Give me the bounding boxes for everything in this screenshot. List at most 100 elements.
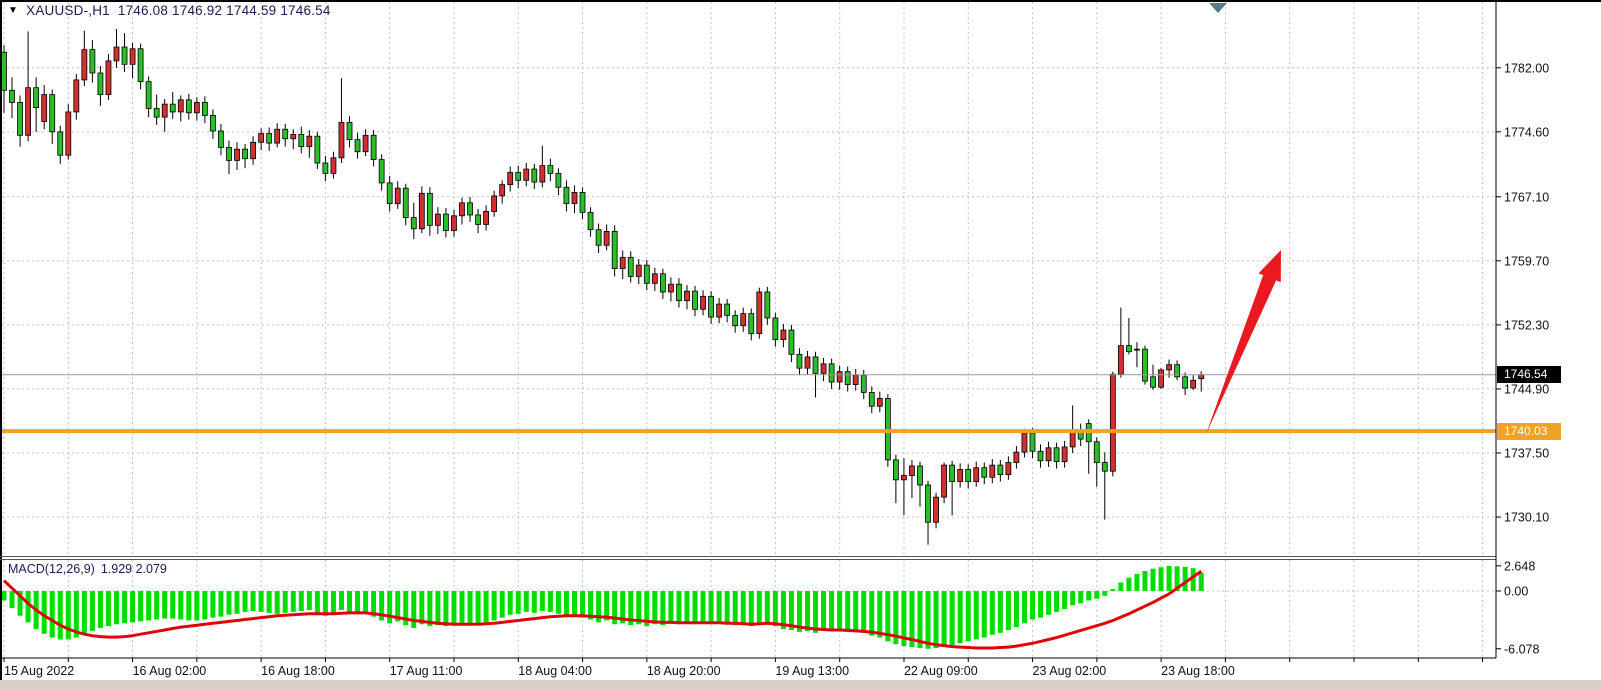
- candle[interactable]: [218, 130, 224, 148]
- candle[interactable]: [322, 162, 329, 174]
- candle[interactable]: [137, 48, 144, 83]
- candle[interactable]: [1150, 376, 1156, 388]
- candle[interactable]: [981, 467, 988, 478]
- candle[interactable]: [475, 214, 481, 225]
- candle[interactable]: [1, 51, 7, 91]
- candle[interactable]: [571, 192, 578, 205]
- candle[interactable]: [1190, 379, 1197, 389]
- candle[interactable]: [57, 131, 64, 156]
- candle[interactable]: [1005, 462, 1012, 476]
- candle[interactable]: [386, 182, 393, 205]
- candle[interactable]: [1109, 373, 1116, 472]
- candle[interactable]: [426, 192, 433, 226]
- candle[interactable]: [298, 134, 305, 147]
- candle[interactable]: [909, 465, 915, 476]
- candle[interactable]: [1037, 450, 1044, 462]
- candle[interactable]: [619, 256, 626, 270]
- candle[interactable]: [81, 49, 88, 81]
- candle[interactable]: [595, 229, 602, 246]
- candle[interactable]: [1045, 447, 1052, 462]
- candle[interactable]: [820, 363, 827, 374]
- candle[interactable]: [684, 290, 690, 302]
- candle[interactable]: [547, 165, 554, 174]
- candle[interactable]: [523, 168, 530, 181]
- symbol-dropdown-icon[interactable]: ▼: [8, 4, 19, 16]
- candle[interactable]: [177, 99, 184, 113]
- candle[interactable]: [700, 295, 706, 310]
- candle[interactable]: [756, 291, 763, 334]
- candle[interactable]: [145, 81, 152, 109]
- candle[interactable]: [434, 213, 441, 226]
- candle[interactable]: [338, 121, 345, 159]
- candle[interactable]: [306, 135, 313, 147]
- candle[interactable]: [1069, 431, 1076, 448]
- candle[interactable]: [226, 147, 232, 161]
- candle[interactable]: [780, 329, 787, 340]
- candle[interactable]: [836, 371, 843, 383]
- candle[interactable]: [1101, 462, 1108, 472]
- candle[interactable]: [266, 133, 273, 144]
- candle[interactable]: [804, 356, 811, 369]
- candle[interactable]: [579, 192, 586, 213]
- candle[interactable]: [1053, 447, 1060, 463]
- candle[interactable]: [668, 283, 674, 293]
- candle[interactable]: [627, 256, 634, 277]
- candle[interactable]: [941, 464, 947, 498]
- candle[interactable]: [603, 230, 610, 246]
- candle[interactable]: [651, 273, 658, 284]
- candle[interactable]: [234, 148, 240, 161]
- candle[interactable]: [459, 202, 465, 217]
- candle[interactable]: [1029, 432, 1036, 452]
- candle[interactable]: [812, 356, 819, 374]
- candle[interactable]: [892, 459, 899, 481]
- candle[interactable]: [394, 187, 401, 205]
- candle[interactable]: [242, 148, 248, 160]
- candle[interactable]: [539, 165, 546, 183]
- candle[interactable]: [901, 475, 907, 481]
- candle[interactable]: [635, 264, 642, 277]
- candle[interactable]: [362, 134, 369, 153]
- candle[interactable]: [716, 303, 723, 318]
- candle[interactable]: [1198, 374, 1205, 380]
- candle[interactable]: [258, 133, 265, 143]
- candle[interactable]: [491, 195, 498, 212]
- candle[interactable]: [1013, 451, 1020, 463]
- candle[interactable]: [105, 60, 112, 96]
- candle[interactable]: [643, 264, 650, 284]
- candle[interactable]: [73, 79, 80, 113]
- candle[interactable]: [764, 291, 771, 319]
- candle[interactable]: [193, 102, 200, 114]
- candle[interactable]: [499, 184, 506, 197]
- candle[interactable]: [378, 159, 385, 184]
- candle[interactable]: [418, 192, 425, 230]
- candle[interactable]: [1142, 348, 1148, 382]
- candle[interactable]: [161, 103, 168, 118]
- candle[interactable]: [1093, 441, 1100, 463]
- candle[interactable]: [443, 213, 449, 231]
- candle[interactable]: [346, 121, 353, 141]
- candle[interactable]: [555, 172, 562, 188]
- candle[interactable]: [772, 317, 779, 340]
- candle[interactable]: [1174, 364, 1181, 378]
- candle[interactable]: [925, 484, 931, 523]
- candle[interactable]: [314, 135, 321, 164]
- candle[interactable]: [113, 46, 120, 62]
- candle[interactable]: [587, 211, 594, 231]
- candle[interactable]: [957, 469, 964, 482]
- price-axis[interactable]: 1782.00 1774.60 1767.10 1759.70 1752.30 1744.…: [1496, 61, 1549, 656]
- time-axis[interactable]: 15 Aug 2022 16 Aug 02:00 16 Aug 18:00 17 Au…: [3, 658, 1484, 678]
- candle[interactable]: [796, 353, 803, 369]
- candle[interactable]: [659, 273, 666, 293]
- candle[interactable]: [274, 128, 281, 144]
- candle[interactable]: [33, 87, 40, 109]
- candle[interactable]: [483, 211, 490, 225]
- candle[interactable]: [410, 217, 417, 230]
- candle[interactable]: [933, 496, 939, 523]
- candle[interactable]: [250, 141, 256, 160]
- candle[interactable]: [49, 94, 56, 133]
- candle[interactable]: [515, 172, 522, 181]
- candle[interactable]: [451, 215, 457, 231]
- candle[interactable]: [169, 103, 176, 113]
- candle[interactable]: [89, 49, 96, 74]
